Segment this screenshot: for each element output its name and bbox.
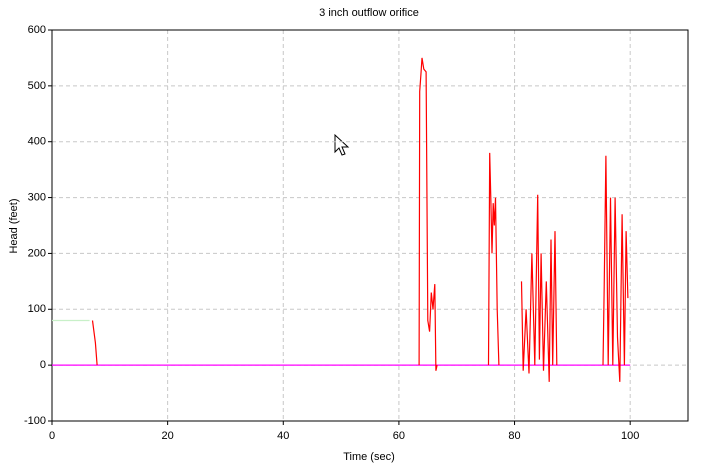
mouse-cursor (334, 133, 350, 156)
x-tick-label: 100 (621, 430, 639, 442)
chart-title: 3 inch outflow orifice (319, 7, 419, 19)
y-tick-label: 100 (28, 303, 46, 315)
x-tick-label: 40 (277, 430, 289, 442)
x-tick-label: 0 (49, 430, 55, 442)
x-axis-label: Time (sec) (343, 451, 395, 463)
plot-frame (51, 29, 689, 422)
y-tick-label: 400 (28, 136, 46, 148)
y-axis-label: Head (feet) (8, 198, 20, 253)
y-tick-label: 200 (28, 247, 46, 259)
x-tick-label: 20 (162, 430, 174, 442)
y-tick-label: 500 (28, 80, 46, 92)
y-tick-label: 0 (40, 359, 46, 371)
y-tick-label: 600 (28, 24, 46, 36)
x-tick-label: 80 (508, 430, 520, 442)
y-tick-label: -100 (24, 415, 46, 427)
x-tick-label: 60 (393, 430, 405, 442)
series-line (91, 57, 629, 382)
y-tick-label: 300 (28, 191, 46, 203)
